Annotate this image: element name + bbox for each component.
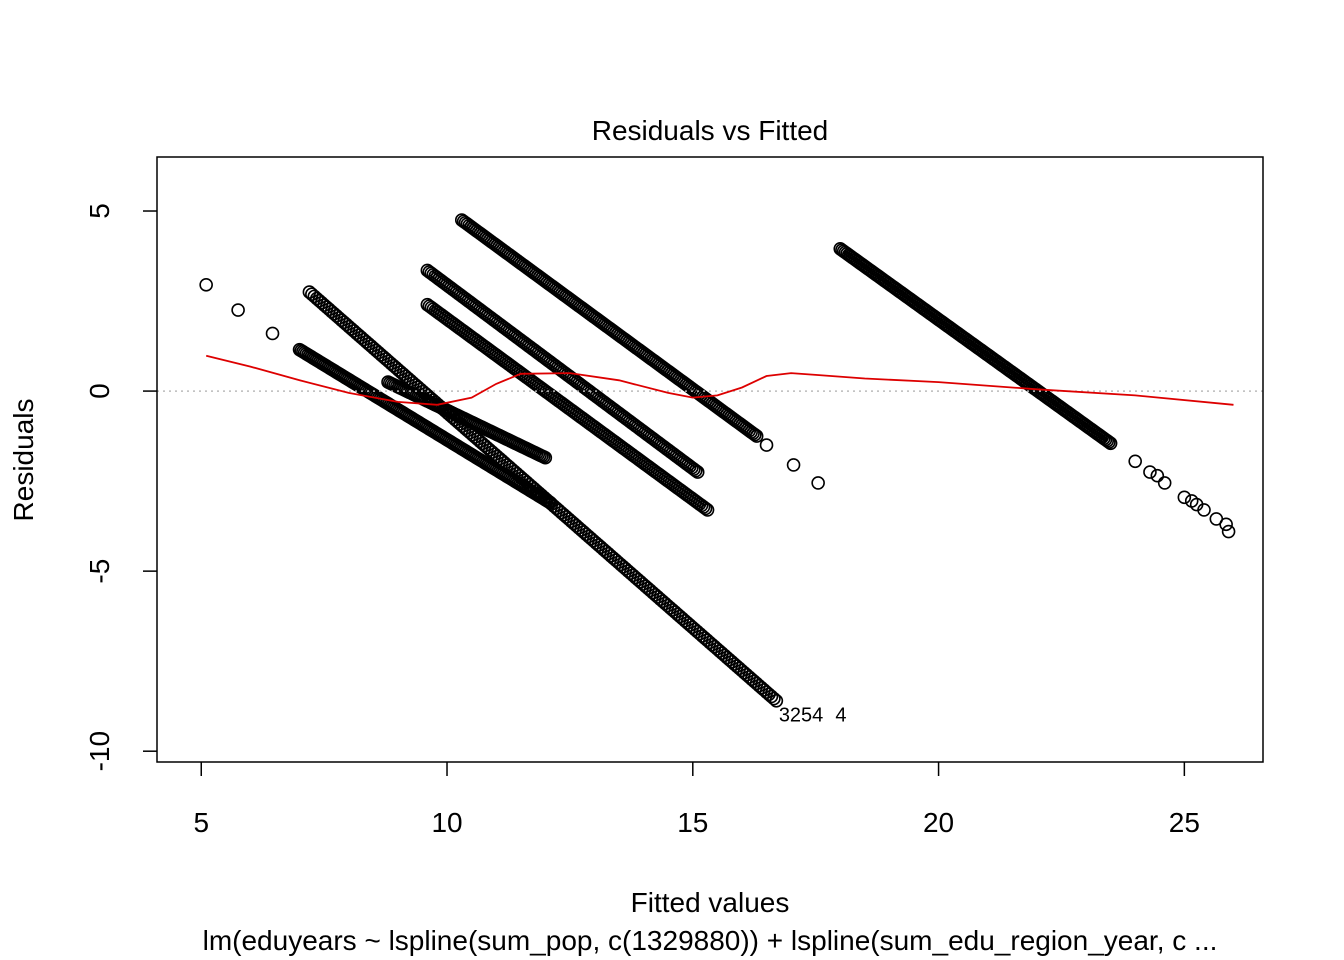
x-tick-label: 15 — [677, 807, 708, 838]
data-point — [1177, 490, 1192, 505]
data-point — [687, 462, 701, 477]
data-point — [1103, 436, 1118, 451]
y-tick-label: 5 — [84, 203, 115, 219]
data-point — [231, 303, 245, 317]
data-point — [1143, 465, 1157, 479]
x-axis-label: Fitted values — [631, 887, 790, 918]
data-point — [759, 438, 774, 452]
data-point — [748, 427, 762, 442]
data-point — [265, 326, 280, 341]
data-point — [767, 691, 781, 706]
points-layer — [199, 213, 1236, 708]
data-point — [811, 476, 825, 490]
data-point — [769, 693, 784, 708]
data-point — [746, 426, 760, 441]
data-point — [1150, 468, 1165, 483]
x-tick-label: 5 — [193, 807, 209, 838]
data-point — [543, 495, 558, 510]
chart-title: Residuals vs Fitted — [592, 115, 829, 146]
data-point — [1157, 476, 1172, 490]
smooth-trend-line — [205, 354, 1234, 406]
data-point — [749, 429, 764, 443]
data-point — [698, 501, 713, 516]
smooth-layer — [157, 354, 1263, 406]
x-tick-label: 10 — [431, 807, 462, 838]
data-point — [1102, 435, 1116, 449]
x-tick-label: 25 — [1169, 807, 1200, 838]
y-tick-label: -10 — [84, 731, 115, 771]
x-axis: 5 10 15 20 25 — [193, 762, 1200, 838]
y-axis: -10 -5 0 5 — [84, 203, 157, 771]
data-point — [538, 450, 553, 465]
model-formula-caption: lm(eduyears ~ lspline(sum_pop, c(1329880… — [203, 925, 1218, 956]
data-point — [1221, 524, 1236, 539]
outlier-label: 3254 — [779, 704, 824, 726]
data-point — [1219, 517, 1233, 532]
plot-frame — [156, 156, 1264, 763]
data-point — [1197, 503, 1211, 517]
y-tick-label: -5 — [84, 559, 115, 584]
data-point — [786, 458, 801, 472]
data-point — [696, 500, 711, 514]
data-point — [199, 278, 213, 292]
point-labels-layer: 3254 4 — [779, 704, 847, 726]
data-point — [688, 463, 703, 478]
data-point — [700, 503, 715, 517]
data-point — [690, 465, 705, 479]
data-point — [1100, 434, 1115, 448]
outlier-label: 4 — [835, 704, 846, 726]
data-point — [1128, 454, 1142, 469]
y-tick-label: 0 — [84, 383, 115, 399]
x-tick-label: 20 — [923, 807, 954, 838]
y-axis-label: Residuals — [8, 399, 39, 522]
